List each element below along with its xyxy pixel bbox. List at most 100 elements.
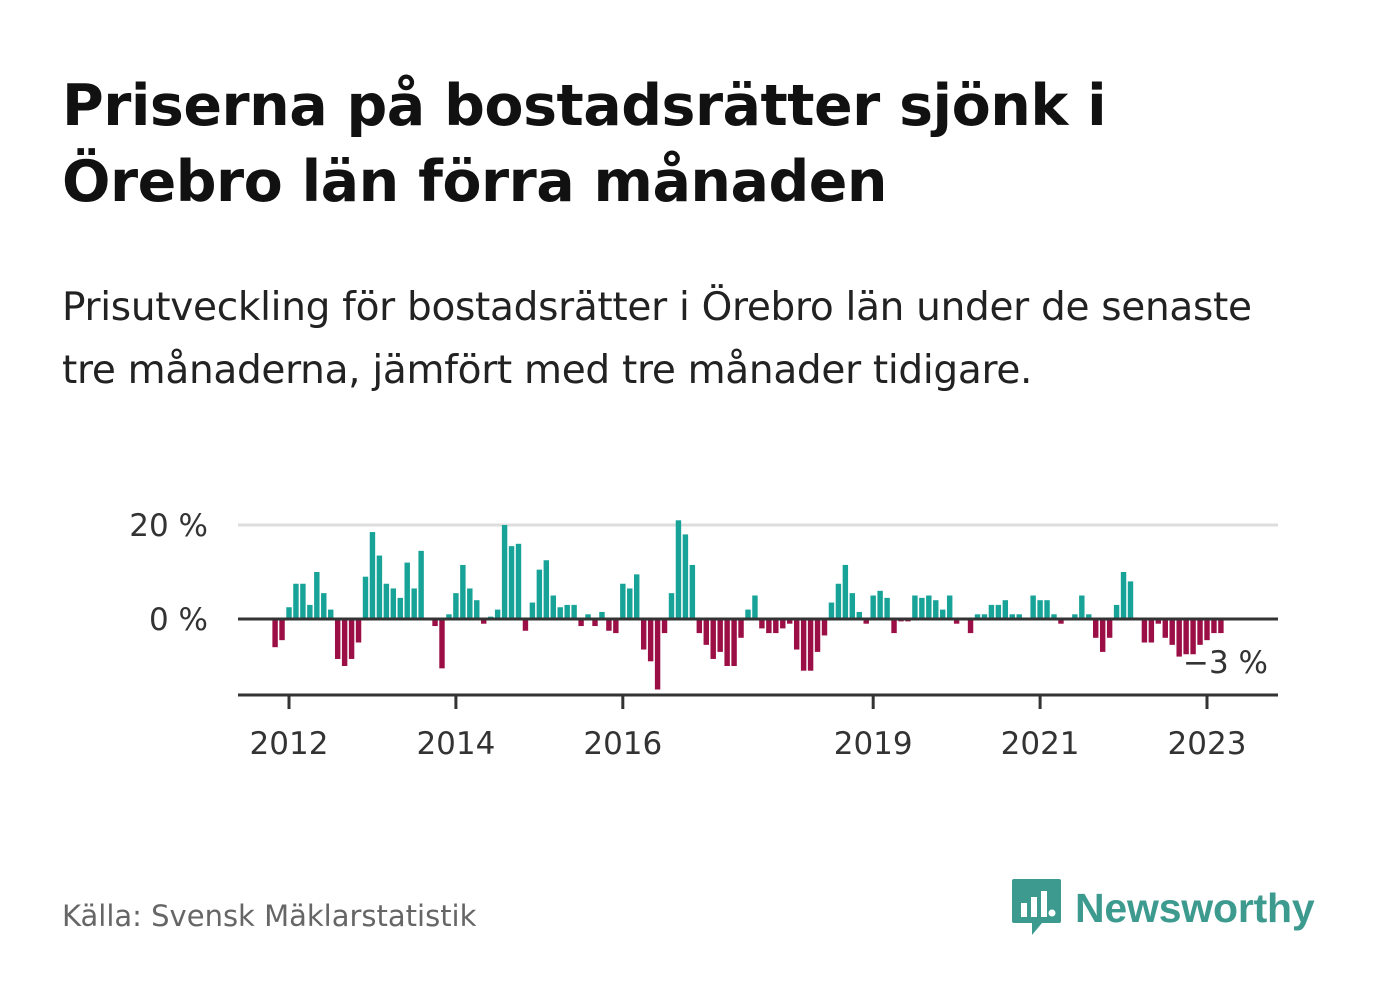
bar: [738, 619, 744, 638]
bar: [884, 597, 890, 619]
axes: [238, 617, 1278, 709]
bar: [787, 619, 793, 624]
bar: [494, 609, 501, 619]
chart-headline: Priserna på bostadsrätter sjönk i Örebro…: [62, 73, 1107, 215]
bar: [293, 583, 299, 619]
bar: [355, 619, 362, 643]
bar: [501, 525, 508, 619]
bar: [1176, 619, 1182, 657]
bar: [1197, 619, 1203, 645]
bar: [481, 619, 487, 624]
bar: [383, 583, 390, 619]
bar: [842, 564, 849, 619]
bar: [564, 604, 570, 619]
bar: [585, 614, 591, 619]
y-tick-label: 20 %: [129, 508, 208, 544]
bar: [946, 595, 953, 619]
bar: [543, 560, 550, 619]
bar: [613, 619, 619, 634]
bar: [953, 619, 960, 624]
bar: [780, 619, 786, 629]
bar: [1113, 604, 1120, 619]
x-tick-label: 2012: [250, 726, 329, 762]
bar: [1169, 619, 1175, 645]
bar: [328, 609, 334, 619]
bar: [654, 619, 661, 690]
bar: [793, 619, 800, 650]
y-axis-labels: 0 % 20 %: [129, 508, 208, 638]
bar: [334, 619, 341, 659]
bar: [647, 619, 654, 662]
bar: [279, 619, 285, 641]
bar: [682, 534, 689, 619]
bar: [974, 614, 981, 619]
bar: [912, 595, 918, 619]
bar: [661, 619, 668, 634]
bar: [418, 550, 424, 619]
bar: [536, 569, 543, 619]
bar: [571, 604, 577, 619]
bar: [627, 588, 633, 619]
bar: [1037, 600, 1043, 619]
bar: [668, 593, 675, 619]
bar: [1051, 614, 1057, 619]
bar: [522, 619, 529, 631]
bar: [606, 619, 612, 631]
bar: [390, 588, 397, 619]
bar: [578, 619, 584, 627]
bar: [1086, 614, 1092, 619]
newsworthy-logo-icon: [1012, 879, 1061, 935]
bar: [856, 611, 862, 619]
bar: [731, 619, 737, 666]
bar: [550, 595, 556, 619]
bar: [967, 619, 974, 634]
x-tick-label: 2023: [1168, 726, 1247, 762]
bar: [467, 588, 473, 619]
bar: [592, 619, 598, 627]
bar: [620, 583, 626, 619]
bar: [1093, 619, 1099, 638]
bar: [745, 609, 751, 619]
bar: [1099, 619, 1106, 652]
bar: [1211, 619, 1217, 634]
bar: [314, 572, 320, 619]
x-tick-label: 2019: [834, 726, 913, 762]
bar: [849, 593, 856, 619]
bar: [557, 607, 563, 619]
bar: [981, 614, 988, 619]
y-tick-label: 0 %: [149, 602, 208, 638]
bars: [272, 520, 1224, 690]
bar: [1072, 614, 1078, 619]
bar: [1044, 600, 1050, 619]
bar: [321, 593, 327, 619]
bar: [411, 588, 417, 619]
bar: [703, 619, 709, 645]
bar: [766, 619, 772, 634]
bar: [891, 619, 897, 634]
bar: [1141, 619, 1148, 643]
bar: [460, 564, 466, 619]
newsworthy-logo[interactable]: Newsworthy: [1010, 876, 1315, 940]
bar: [1058, 619, 1064, 624]
bar: [814, 619, 821, 652]
bar: [1162, 619, 1168, 638]
bar: [675, 520, 682, 619]
bar: [835, 583, 842, 619]
bar: [863, 619, 869, 624]
bar: [807, 619, 814, 671]
bar: [752, 595, 758, 619]
bar: [508, 546, 515, 619]
bar: [397, 597, 403, 619]
bar: [710, 619, 716, 659]
bar: [1009, 614, 1015, 619]
bar: [640, 619, 647, 650]
bar: [1190, 619, 1196, 655]
bar: [599, 611, 605, 619]
bar: [877, 590, 883, 619]
bar: [689, 564, 696, 619]
bar: [1218, 619, 1224, 634]
bar: [529, 602, 536, 619]
bar: [1127, 581, 1134, 619]
bar: [988, 604, 995, 619]
